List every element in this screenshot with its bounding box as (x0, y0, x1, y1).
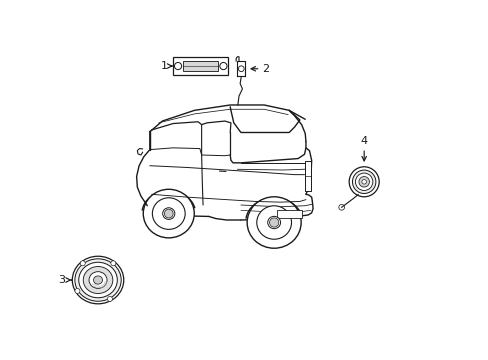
Circle shape (107, 296, 112, 301)
Circle shape (358, 176, 368, 187)
Circle shape (80, 261, 85, 266)
Circle shape (220, 63, 226, 69)
Ellipse shape (83, 266, 113, 293)
Ellipse shape (152, 198, 185, 229)
Ellipse shape (143, 189, 194, 238)
Ellipse shape (72, 256, 123, 304)
Circle shape (348, 167, 378, 197)
Circle shape (352, 170, 375, 193)
Text: 1: 1 (161, 61, 167, 71)
Circle shape (75, 288, 80, 293)
Ellipse shape (256, 206, 291, 239)
Circle shape (238, 66, 244, 72)
Ellipse shape (163, 208, 175, 219)
Ellipse shape (267, 216, 280, 229)
Ellipse shape (89, 272, 107, 288)
Ellipse shape (246, 197, 301, 248)
Circle shape (111, 261, 116, 266)
Ellipse shape (93, 276, 102, 284)
Text: 4: 4 (360, 136, 367, 146)
Bar (173, 58, 228, 75)
Bar (183, 61, 218, 71)
Ellipse shape (75, 259, 121, 301)
Circle shape (164, 209, 173, 218)
Bar (304, 161, 310, 192)
Circle shape (355, 173, 372, 190)
Bar (277, 210, 301, 218)
Circle shape (361, 180, 366, 184)
Circle shape (269, 218, 278, 227)
Text: 3: 3 (58, 275, 65, 285)
Ellipse shape (79, 262, 117, 298)
Text: 2: 2 (262, 64, 268, 74)
Circle shape (174, 63, 181, 69)
